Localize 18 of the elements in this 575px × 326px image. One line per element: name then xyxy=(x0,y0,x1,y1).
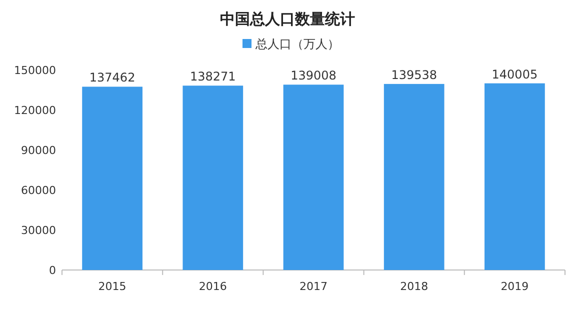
data-label: 140005 xyxy=(492,67,538,82)
y-tick-label: 60000 xyxy=(21,184,56,197)
x-tick-label: 2015 xyxy=(98,280,126,293)
chart-title: 中国总人口数量统计 xyxy=(220,10,355,28)
x-tick-label: 2017 xyxy=(300,280,328,293)
x-tick-label: 2016 xyxy=(198,280,227,293)
data-label: 138271 xyxy=(190,70,236,84)
y-tick-label: 30000 xyxy=(21,224,56,237)
data-label: 139008 xyxy=(290,68,336,83)
x-tick-label: 2019 xyxy=(500,280,529,293)
x-tick-label: 2018 xyxy=(400,280,428,293)
y-tick-label: 90000 xyxy=(21,144,56,157)
data-label: 139538 xyxy=(391,68,438,82)
y-tick-label: 0 xyxy=(49,264,56,277)
y-tick-label: 120000 xyxy=(14,104,56,117)
y-tick-label: 150000 xyxy=(14,64,56,77)
legend-label: 总人口（万人） xyxy=(254,37,340,51)
data-label: 137462 xyxy=(89,70,136,85)
